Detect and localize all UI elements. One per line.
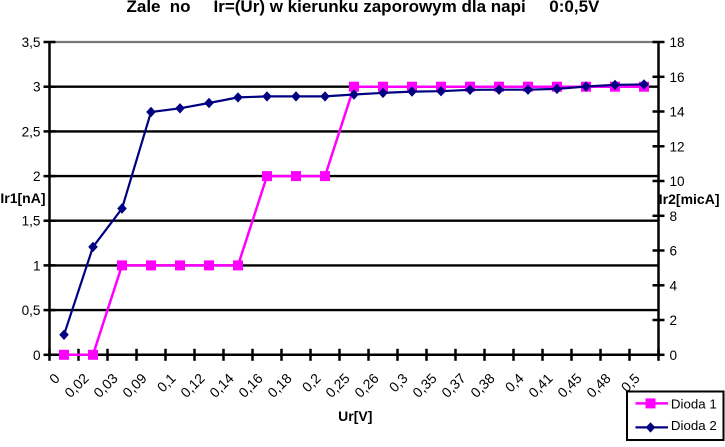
svg-text:Dioda 2: Dioda 2 bbox=[671, 418, 717, 433]
svg-text:10: 10 bbox=[670, 174, 686, 189]
svg-text:3: 3 bbox=[33, 80, 41, 95]
svg-text:Ir2[micA]: Ir2[micA] bbox=[659, 191, 720, 207]
svg-text:0:0,5V: 0:0,5V bbox=[549, 0, 600, 16]
svg-text:0: 0 bbox=[33, 348, 41, 363]
svg-text:Zale: Zale bbox=[127, 0, 161, 16]
svg-text:4: 4 bbox=[670, 278, 678, 293]
svg-text:Ur[V]: Ur[V] bbox=[338, 408, 372, 424]
svg-text:8: 8 bbox=[670, 209, 678, 224]
svg-text:6: 6 bbox=[670, 244, 678, 259]
svg-text:no: no bbox=[170, 0, 191, 16]
svg-text:3,5: 3,5 bbox=[22, 35, 41, 50]
svg-text:2,5: 2,5 bbox=[22, 124, 41, 139]
svg-text:0,5: 0,5 bbox=[22, 303, 41, 318]
svg-text:16: 16 bbox=[670, 70, 685, 85]
svg-text:18: 18 bbox=[670, 35, 685, 50]
svg-text:0: 0 bbox=[670, 348, 678, 363]
svg-text:Ir=(Ur) w kierunku zaporowym d: Ir=(Ur) w kierunku zaporowym dla napi bbox=[214, 0, 526, 16]
svg-text:2: 2 bbox=[33, 169, 41, 184]
svg-text:14: 14 bbox=[670, 105, 686, 120]
svg-text:1: 1 bbox=[33, 258, 41, 273]
svg-text:Ir1[nA]: Ir1[nA] bbox=[0, 190, 45, 206]
svg-text:2: 2 bbox=[670, 313, 678, 328]
svg-text:1,5: 1,5 bbox=[22, 214, 41, 229]
svg-text:12: 12 bbox=[670, 139, 685, 154]
svg-text:Dioda 1: Dioda 1 bbox=[671, 396, 717, 411]
